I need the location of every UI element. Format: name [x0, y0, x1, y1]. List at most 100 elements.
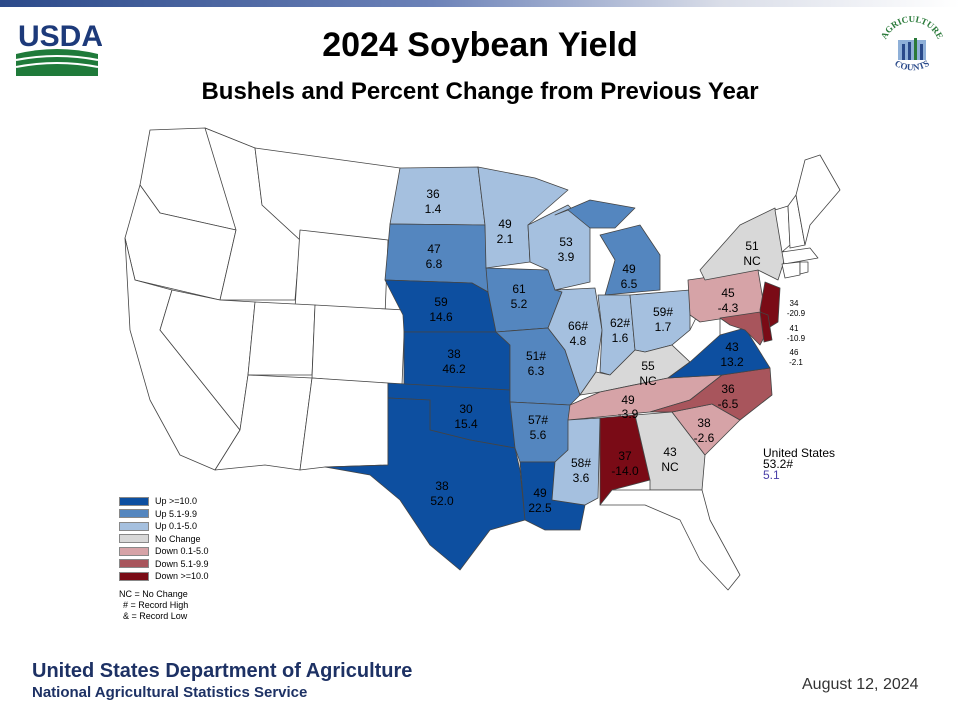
state-NY	[699, 207, 786, 281]
legend-notes: NC = No Change # = Record High & = Recor…	[119, 589, 209, 622]
state-MI-UP	[554, 199, 636, 229]
legend-item: Down 5.1-9.9	[119, 558, 209, 571]
state-MA	[781, 247, 819, 265]
legend-swatch	[119, 571, 149, 581]
state-TX	[324, 397, 526, 571]
label-NY-yield: 51	[745, 239, 759, 253]
label-VA-change: 13.2	[720, 355, 744, 369]
label-SD-change: 6.8	[426, 257, 443, 271]
us-total-yield: 53.2#	[763, 457, 794, 471]
label-ND-change: 1.4	[425, 202, 442, 216]
label-NE-yield: 59	[434, 295, 448, 309]
state-NM	[299, 377, 389, 471]
label-GA-change: NC	[661, 460, 679, 474]
state-NC	[649, 367, 773, 421]
legend-item: No Change	[119, 533, 209, 546]
state-ME	[795, 154, 841, 246]
label-DE-change: -10.9	[787, 334, 806, 343]
legend-note: & = Record Low	[123, 610, 188, 621]
state-UT	[247, 301, 316, 376]
label-TX-change: 52.0	[430, 494, 454, 508]
label-TN-change: -3.9	[618, 407, 639, 421]
page-subtitle: Bushels and Percent Change from Previous…	[201, 78, 759, 105]
legend-note: # = Record High	[123, 599, 189, 610]
legend-label: Down >=10.0	[155, 571, 209, 582]
label-MD-yield: 46	[790, 348, 799, 357]
legend-item: Up 0.1-5.0	[119, 520, 209, 533]
label-VA-yield: 43	[725, 340, 739, 354]
label-MI-yield: 49	[622, 262, 636, 276]
label-SD-yield: 47	[427, 242, 441, 256]
label-LA-change: 22.5	[528, 501, 552, 515]
legend-item: Up 5.1-9.9	[119, 508, 209, 521]
label-OH-change: 1.7	[655, 320, 672, 334]
state-CT	[781, 261, 801, 279]
label-DE-yield: 41	[790, 324, 799, 333]
label-TX-yield: 38	[435, 479, 449, 493]
usda-logo: USDA	[15, 20, 102, 76]
label-MI-change: 6.5	[621, 277, 638, 291]
label-IN-change: 1.6	[612, 331, 629, 345]
label-LA-yield: 49	[533, 486, 547, 500]
footer-department: United States Department of Agriculture	[32, 660, 413, 682]
state-DE	[759, 311, 773, 343]
label-PA-yield: 45	[721, 286, 735, 300]
agriculture-counts-logo: AGRICULTURE COUNTS	[879, 14, 946, 72]
label-MO-yield: 51#	[526, 349, 546, 363]
state-FL	[599, 489, 741, 591]
label-KY-yield: 55	[641, 359, 655, 373]
label-OK-yield: 30	[459, 402, 473, 416]
legend-swatch	[119, 559, 149, 569]
label-SC-change: -2.6	[694, 431, 715, 445]
legend-label: Down 5.1-9.9	[155, 558, 209, 569]
legend-label: Up >=10.0	[155, 496, 198, 507]
label-MN-change: 2.1	[497, 232, 514, 246]
label-IN-yield: 62#	[610, 316, 630, 330]
us-total-label: United States	[763, 446, 836, 460]
legend-item: Down >=10.0	[119, 570, 209, 583]
label-NJ-change: -20.9	[787, 309, 806, 318]
label-IL-change: 4.8	[570, 334, 587, 348]
state-CO	[311, 304, 406, 386]
svg-text:COUNTS: COUNTS	[893, 58, 931, 72]
us-total-change: 5.1	[763, 468, 780, 482]
label-IA-yield: 61	[512, 282, 526, 296]
state-AL	[599, 414, 651, 506]
state-MI	[599, 224, 661, 296]
legend-item: Down 0.1-5.0	[119, 545, 209, 558]
label-KS-yield: 38	[447, 347, 461, 361]
legend-swatch	[119, 521, 149, 531]
legend-label: Down 0.1-5.0	[155, 546, 209, 557]
footer-date: August 12, 2024	[802, 676, 919, 693]
state-KS	[403, 331, 511, 391]
label-KS-change: 46.2	[442, 362, 466, 376]
label-SC-yield: 38	[697, 416, 711, 430]
label-KY-change: NC	[639, 374, 657, 388]
legend-swatch	[119, 534, 149, 544]
legend-label: No Change	[155, 533, 201, 544]
label-MO-change: 6.3	[528, 364, 545, 378]
label-WI-change: 3.9	[558, 250, 575, 264]
label-OH-yield: 59#	[653, 305, 673, 319]
legend-swatch	[119, 546, 149, 556]
label-AL-change: -14.0	[611, 464, 639, 478]
top-accent-bar	[0, 0, 960, 7]
label-NY-change: NC	[743, 254, 761, 268]
page-title: 2024 Soybean Yield	[322, 26, 638, 64]
legend-item: Up >=10.0	[119, 495, 209, 508]
legend-swatch	[119, 496, 149, 506]
label-PA-change: -4.3	[718, 301, 739, 315]
legend-label: Up 5.1-9.9	[155, 508, 198, 519]
label-NE-change: 14.6	[429, 310, 453, 324]
state-labels: 36 1.4 49 2.1 47 6.8 53 3.9 49 6.5 59 14…	[425, 187, 806, 515]
label-MN-yield: 49	[498, 217, 512, 231]
label-AL-yield: 37	[618, 449, 632, 463]
map-legend: Up >=10.0 Up 5.1-9.9 Up 0.1-5.0 No Chang…	[119, 495, 209, 622]
svg-text:USDA: USDA	[18, 20, 102, 53]
label-NC-change: -6.5	[718, 397, 739, 411]
label-IL-yield: 66#	[568, 319, 588, 333]
label-TN-yield: 49	[621, 393, 635, 407]
label-MS-change: 3.6	[573, 471, 590, 485]
label-MS-yield: 58#	[571, 456, 591, 470]
